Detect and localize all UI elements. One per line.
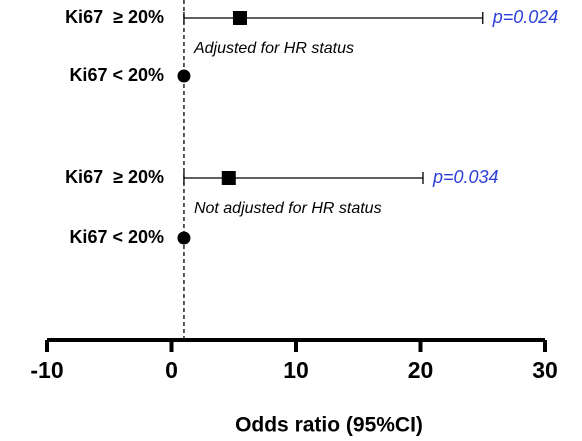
- estimate: [221, 171, 236, 185]
- row-label: Ki67 < 20%: [69, 65, 164, 85]
- x-tick-label: 30: [532, 357, 558, 383]
- row-label: Ki67 ≥ 20%: [65, 167, 164, 187]
- reference-point: [177, 231, 191, 245]
- annotation: Adjusted for HR status: [193, 40, 354, 57]
- reference-point: [177, 69, 191, 83]
- p-value: p=0.034: [432, 167, 499, 187]
- x-axis-label: Odds ratio (95%CI): [235, 414, 423, 437]
- row-label: Ki67 ≥ 20%: [65, 7, 164, 27]
- estimate: [232, 11, 247, 25]
- x-tick-label: 20: [408, 357, 434, 383]
- x-tick-label: -10: [30, 357, 63, 383]
- x-tick-label: 10: [283, 357, 309, 383]
- x-tick-label: 0: [165, 357, 178, 383]
- annotation: Not adjusted for HR status: [194, 200, 382, 217]
- p-value: p=0.024: [492, 7, 559, 27]
- row-label: Ki67 < 20%: [69, 227, 164, 247]
